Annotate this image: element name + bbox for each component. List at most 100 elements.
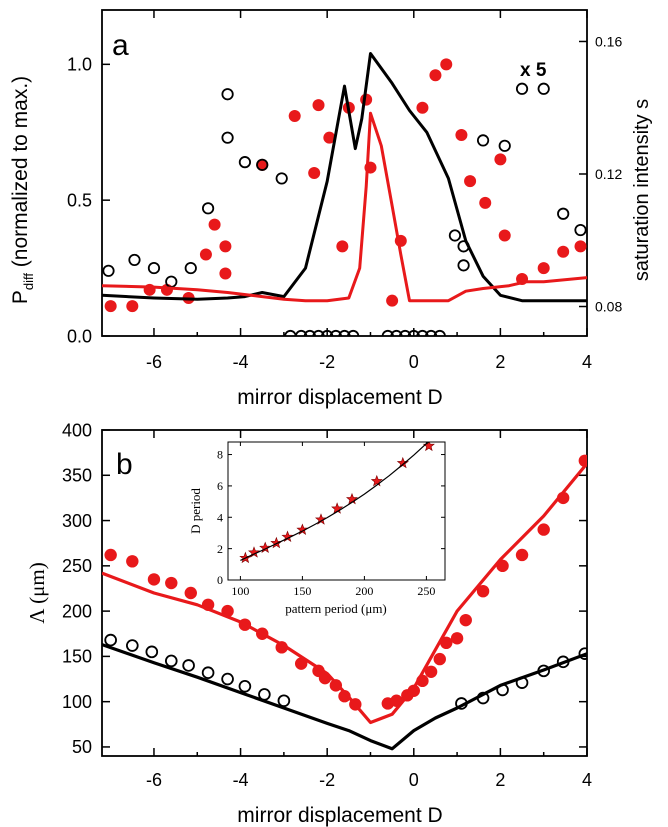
- data-point-open: [303, 329, 316, 336]
- data-point-filled: [450, 632, 464, 645]
- data-point-filled: [208, 218, 221, 231]
- panel-a-y-axis-label: Pdiff (normalized to max.): [9, 76, 36, 304]
- data-point-filled: [455, 128, 468, 141]
- inset-chart: 100 150 200 250 0 2 4 6 8 pattern period (μm) D…: [188, 441, 446, 616]
- data-point-open: [476, 134, 490, 147]
- data-point-open: [347, 329, 360, 336]
- data-point-filled: [312, 99, 325, 112]
- data-point-filled: [219, 267, 232, 280]
- y-tick-label: 350: [62, 466, 92, 486]
- data-point-filled: [433, 652, 446, 666]
- data-point-open: [104, 633, 117, 647]
- y-label-p: P: [9, 290, 32, 304]
- data-point-open: [184, 261, 197, 275]
- data-point-filled: [479, 196, 492, 209]
- x-tick-label: 100: [231, 584, 249, 598]
- y-tick-label: 300: [62, 511, 92, 531]
- y-tick-label: 50: [72, 737, 92, 757]
- y-tick-label: 0.0: [67, 326, 92, 346]
- panel-b-x-axis-label: mirror displacement D: [237, 804, 442, 827]
- x-tick-label: -6: [146, 352, 162, 372]
- data-point-filled: [219, 240, 232, 253]
- data-point-open: [128, 253, 141, 267]
- panel-a: a x 5 -6 -4 -2 0 2 4 0.0 0.5 1.0 0.08 0.12 0.16 m…: [9, 9, 653, 409]
- y-tick-label: 1.0: [67, 55, 92, 75]
- data-point-open: [425, 329, 438, 336]
- data-point-open: [515, 82, 529, 95]
- data-point-star: [296, 523, 309, 536]
- data-point-filled: [515, 548, 529, 562]
- panel-a-frame: [101, 9, 588, 337]
- data-point-star: [370, 474, 383, 487]
- data-point-filled: [323, 131, 336, 144]
- data-point-open: [221, 131, 234, 144]
- data-point-open: [238, 679, 252, 693]
- data-point-filled: [416, 101, 429, 114]
- data-point-open: [390, 329, 403, 336]
- inset-x-axis-label: pattern period (μm): [285, 601, 387, 616]
- data-point-open: [338, 329, 351, 336]
- data-point-filled: [494, 153, 507, 166]
- data-point-filled: [308, 167, 321, 179]
- y-tick-label: 0: [217, 573, 223, 587]
- data-point-filled: [440, 636, 453, 650]
- data-point-filled: [256, 158, 269, 171]
- panel-b: b -6 -4 -2 0 2 4 50 100 150 200 250 300 350 400 mirr…: [25, 420, 592, 827]
- data-point-open: [221, 88, 234, 101]
- data-point-open: [329, 329, 342, 336]
- data-point-filled: [184, 586, 197, 600]
- x-tick-label: 4: [582, 770, 592, 790]
- data-point-filled: [574, 240, 587, 253]
- data-point-open: [277, 694, 291, 708]
- data-point-filled: [498, 229, 511, 242]
- data-point-filled: [126, 300, 139, 313]
- series-line-1: [240, 442, 431, 561]
- data-point-open: [457, 259, 470, 272]
- data-point-filled: [464, 175, 477, 188]
- series-line-3: [102, 111, 587, 303]
- y-label-subscript: diff: [21, 273, 36, 290]
- data-point-filled: [199, 248, 212, 261]
- data-point-filled: [126, 555, 139, 568]
- y-tick-label: 200: [62, 601, 92, 621]
- data-point-open: [407, 329, 420, 336]
- x-tick-label: -4: [233, 352, 249, 372]
- data-point-open: [182, 659, 195, 672]
- data-point-open: [312, 329, 325, 336]
- data-point-filled: [429, 69, 442, 82]
- y-tick-label: 100: [62, 692, 92, 712]
- data-point-open: [145, 645, 159, 659]
- inset-y-axis-label: D period: [188, 488, 203, 534]
- data-point-open: [102, 264, 115, 277]
- data-point-filled: [147, 573, 161, 586]
- series-line-2: [102, 52, 587, 303]
- data-point-filled: [288, 109, 301, 122]
- data-point-open: [256, 158, 269, 171]
- data-point-open: [165, 275, 178, 288]
- data-point-open: [295, 329, 308, 336]
- y-tick-label: 400: [62, 420, 92, 440]
- data-point-filled: [336, 240, 349, 253]
- data-point-open: [557, 207, 570, 220]
- series-line-3: [102, 643, 587, 751]
- x-tick-label: -2: [319, 352, 335, 372]
- data-point-open: [221, 672, 234, 686]
- panel-a-y2-axis-label: saturation intensity s: [631, 99, 653, 281]
- data-point-open: [433, 329, 446, 336]
- data-point-star: [345, 492, 359, 505]
- x-tick-label: 0: [409, 770, 419, 790]
- data-point-open: [201, 202, 215, 215]
- panel-b-label: b: [116, 448, 133, 481]
- data-point-open: [448, 229, 462, 242]
- y-tick-label: 8: [217, 448, 223, 462]
- series-line-2: [102, 462, 587, 725]
- data-point-open: [498, 139, 511, 152]
- data-point-open: [201, 666, 215, 679]
- data-point-filled: [104, 548, 117, 562]
- data-point-filled: [165, 576, 178, 590]
- panel-a-x-axis-label: mirror displacement D: [237, 386, 442, 409]
- y-tick-label: 250: [62, 556, 92, 576]
- x-tick-label: 4: [582, 352, 592, 372]
- data-point-open: [381, 329, 394, 336]
